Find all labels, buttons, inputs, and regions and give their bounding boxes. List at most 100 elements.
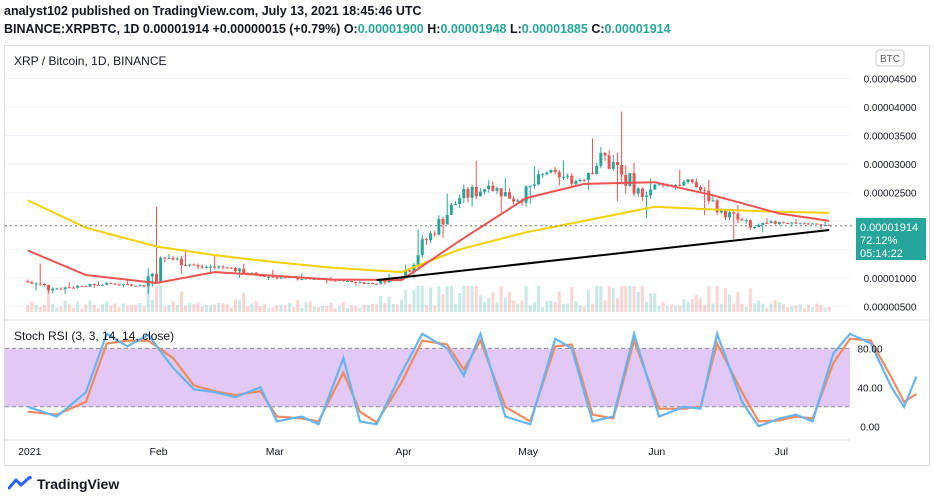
currency-badge: BTC — [880, 54, 900, 65]
volume-bar — [204, 305, 208, 312]
candle-body — [715, 200, 719, 213]
volume-bar — [703, 304, 707, 312]
candle-body — [59, 288, 63, 290]
candle-body — [101, 284, 105, 286]
volume-bars — [26, 286, 831, 312]
fast-moving-average-line — [27, 181, 830, 285]
candle-body — [507, 192, 511, 199]
candle-body — [453, 204, 457, 206]
candle-body — [466, 188, 470, 198]
candle-body — [499, 188, 503, 197]
candle-body — [271, 276, 275, 278]
volume-bar — [271, 307, 275, 312]
candle-body — [678, 184, 682, 186]
candle-body — [76, 285, 80, 288]
volume-bar — [242, 292, 246, 312]
candle-body — [711, 200, 715, 202]
volume-bar — [732, 303, 736, 312]
candle-body — [728, 212, 732, 218]
candle-body — [171, 257, 175, 260]
candle-body — [341, 279, 345, 282]
volume-bar — [150, 299, 154, 312]
stoch-tick-label: 0.00 — [860, 422, 880, 433]
volume-bar — [773, 300, 777, 312]
volume-bar — [615, 298, 619, 312]
volume-bar — [55, 307, 59, 312]
volume-bar — [524, 286, 528, 312]
volume-bar — [400, 299, 404, 312]
volume-bar — [316, 306, 320, 312]
candle-body — [113, 283, 117, 285]
tradingview-logo-icon — [8, 476, 32, 490]
candle-body — [719, 210, 723, 213]
volume-bar — [823, 307, 827, 312]
volume-bar — [561, 304, 565, 312]
currency-badge-box[interactable] — [875, 49, 905, 67]
volume-bar — [38, 306, 42, 312]
volume-bar — [819, 304, 823, 312]
volume-bar — [545, 300, 549, 312]
volume-bar — [740, 303, 744, 312]
volume-bar — [507, 291, 511, 312]
volume-bar — [537, 286, 541, 312]
candle-body — [790, 222, 794, 224]
volume-bar — [777, 302, 781, 312]
tradingview-logo[interactable]: TradingView — [8, 476, 119, 492]
candle-body — [395, 278, 399, 280]
close-value: 0.00001914 — [604, 22, 671, 36]
volume-bar — [557, 291, 561, 312]
candle-body — [794, 222, 798, 224]
price-tag-countdown: 05:14:22 — [860, 248, 903, 260]
volume-bar — [130, 305, 134, 312]
stoch-tick-label: 80.00 — [857, 344, 882, 355]
candle-body — [607, 155, 611, 169]
volume-bar — [669, 304, 673, 312]
volume-bar — [790, 306, 794, 312]
volume-bar — [474, 286, 478, 312]
candle-body — [55, 288, 59, 290]
candle-body — [769, 221, 773, 224]
volume-bar — [445, 286, 449, 312]
volume-bar — [63, 300, 67, 312]
volume-bar — [723, 288, 727, 312]
volume-bar — [370, 303, 374, 312]
candle-body — [707, 190, 711, 202]
candle-body — [578, 179, 582, 182]
main-grid — [5, 78, 850, 307]
volume-bar — [728, 294, 732, 312]
candle-body — [611, 162, 615, 169]
candle-body — [416, 255, 420, 265]
candle-body — [379, 280, 383, 284]
volume-bar — [329, 302, 333, 312]
price-tick-label: 0.00004500 — [864, 75, 917, 86]
chart-frame — [4, 45, 930, 466]
candle-body — [545, 172, 549, 175]
candle-body — [586, 172, 590, 181]
candle-body — [262, 275, 266, 277]
candle-body — [424, 239, 428, 241]
candle-body — [512, 198, 516, 202]
tradingview-logo-text: TradingView — [37, 476, 120, 492]
candle-body — [142, 285, 146, 287]
volume-bar — [748, 288, 752, 312]
volume-bar — [238, 300, 242, 312]
volume-bar — [117, 307, 121, 312]
high-value: 0.00001948 — [440, 22, 507, 36]
candle-body — [541, 174, 545, 176]
candle-body — [549, 169, 553, 173]
candle-body — [570, 175, 574, 184]
price-change: +0.00000015 (+0.79%) — [212, 22, 341, 36]
volume-bar — [296, 300, 300, 312]
volume-bar — [794, 305, 798, 312]
candle-body — [819, 224, 823, 226]
volume-bar — [279, 305, 283, 312]
candle-body — [491, 185, 495, 191]
volume-bar — [491, 292, 495, 312]
volume-bar — [184, 305, 188, 312]
volume-bar — [674, 305, 678, 312]
price-axis-labels: 0.000005000.000010000.000015000.00002000… — [864, 75, 917, 314]
volume-bar — [682, 299, 686, 312]
volume-bar — [811, 307, 815, 312]
candle-body — [744, 220, 748, 222]
